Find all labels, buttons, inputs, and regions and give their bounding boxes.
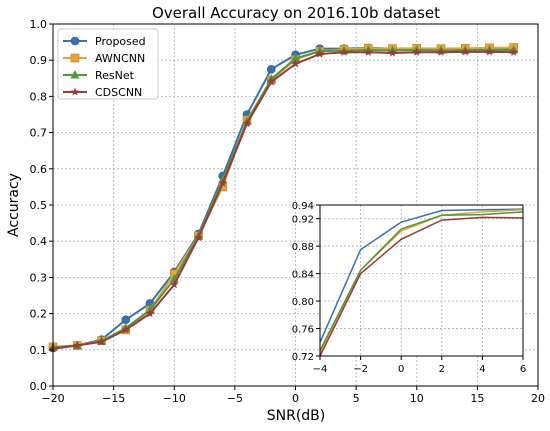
main-y-tick-label: 0.1 bbox=[30, 344, 48, 357]
main-point-cdscnn bbox=[460, 47, 470, 56]
main-y-tick-label: 0.9 bbox=[30, 54, 48, 67]
main-y-tick-label: 0.6 bbox=[30, 163, 48, 176]
inset-series-group bbox=[319, 208, 524, 357]
main-point-cdscnn bbox=[388, 48, 397, 57]
main-point-cdscnn bbox=[339, 47, 349, 56]
main-point-resnet bbox=[291, 53, 300, 62]
main-point-cdscnn bbox=[412, 47, 422, 56]
inset-line-cdscnn bbox=[319, 216, 524, 357]
main-point-cdscnn bbox=[291, 59, 300, 68]
legend-marker-resnet bbox=[70, 70, 80, 79]
y-axis-label: Accuracy bbox=[6, 173, 22, 237]
legend-marker-cdscnn bbox=[70, 87, 80, 96]
inset-y-tick-label: 0.88 bbox=[292, 242, 314, 253]
x-axis-label: SNR(dB) bbox=[267, 408, 326, 424]
main-x-tick-label: −15 bbox=[102, 392, 125, 405]
legend-marker-proposed bbox=[70, 36, 80, 46]
main-x-tick-label: 5 bbox=[353, 392, 360, 405]
inset-x-tick-label: 0 bbox=[398, 364, 404, 375]
main-y-tick-label: 0.3 bbox=[30, 271, 48, 284]
main-point-cdscnn bbox=[169, 280, 179, 289]
main-y-tick-label: 0.0 bbox=[30, 380, 48, 393]
inset-y-tick-label: 0.80 bbox=[292, 297, 314, 308]
main-point-cdscnn bbox=[97, 337, 106, 346]
main-point-cdscnn bbox=[242, 119, 252, 128]
main-point-cdscnn bbox=[485, 47, 494, 56]
inset-x-tick-label: −2 bbox=[353, 364, 368, 375]
main-point-proposed bbox=[121, 315, 131, 325]
inset-background bbox=[320, 205, 523, 356]
main-x-tick-label: 15 bbox=[470, 392, 484, 405]
inset-y-tick-label: 0.72 bbox=[292, 352, 314, 363]
main-point-cdscnn bbox=[72, 340, 82, 350]
main-y-tick-label: 0.8 bbox=[30, 90, 48, 103]
legend-label-awncnn: AWNCNN bbox=[95, 52, 145, 65]
inset-x-tick-label: 4 bbox=[479, 364, 485, 375]
inset-x-tick-label: 6 bbox=[520, 364, 526, 375]
inset-line-resnet bbox=[319, 211, 524, 351]
chart-title: Overall Accuracy on 2016.10b dataset bbox=[152, 4, 440, 22]
main-point-cdscnn bbox=[121, 325, 131, 334]
inset-y-tick-label: 0.94 bbox=[292, 201, 314, 212]
main-x-tick-label: −5 bbox=[227, 392, 243, 405]
legend-label-cdscnn: CDSCNN bbox=[95, 86, 142, 99]
inset-series-resnet bbox=[319, 211, 524, 351]
legend-label-proposed: Proposed bbox=[95, 35, 146, 48]
inset-x-tick-label: 2 bbox=[439, 364, 445, 375]
inset-x-tick-label: −4 bbox=[313, 364, 328, 375]
inset-y-tick-label: 0.84 bbox=[292, 270, 314, 281]
legend: Proposed AWNCNN ResNet CDSCNN bbox=[57, 28, 159, 100]
main-y-tick-label: 0.2 bbox=[30, 308, 48, 321]
inset-line-proposed bbox=[319, 208, 524, 343]
main-point-cdscnn bbox=[218, 178, 228, 187]
main-y-tick-label: 0.5 bbox=[30, 199, 48, 212]
main-point-cdscnn bbox=[266, 77, 276, 86]
inset-series-cdscnn bbox=[319, 216, 524, 357]
inset-y-tick-label: 0.92 bbox=[292, 215, 314, 226]
main-x-tick-label: 0 bbox=[292, 392, 299, 405]
main-x-tick-label: 20 bbox=[531, 392, 545, 405]
legend-box bbox=[57, 28, 159, 100]
main-point-cdscnn bbox=[194, 233, 203, 242]
main-line-cdscnn bbox=[52, 50, 514, 350]
inset-series-proposed bbox=[319, 208, 524, 343]
main-series-group bbox=[48, 43, 519, 353]
main-line-resnet bbox=[52, 49, 514, 349]
inset-plot-frame bbox=[319, 204, 524, 357]
main-x-tick-label: −10 bbox=[163, 392, 186, 405]
inset-y-tick-label: 0.76 bbox=[292, 325, 314, 336]
main-ticks: −20 −15 −10 −5 0 5 10 15 200.00.10.20.30.40.50.6… bbox=[30, 18, 546, 405]
main-y-tick-label: 0.7 bbox=[30, 127, 48, 140]
main-y-tick-label: 1.0 bbox=[30, 18, 48, 31]
inset-ticks: −4 −2 0 2 4 6 0.72 0.76 0.80 0.84 0.88 0.92 0.94 bbox=[292, 201, 526, 375]
main-x-tick-label: −20 bbox=[41, 392, 64, 405]
main-point-cdscnn bbox=[315, 49, 325, 58]
legend-label-resnet: ResNet bbox=[95, 69, 135, 82]
main-x-tick-label: 10 bbox=[410, 392, 424, 405]
legend-marker-awncnn bbox=[70, 53, 80, 63]
main-point-cdscnn bbox=[509, 47, 519, 56]
main-point-cdscnn bbox=[436, 47, 446, 56]
main-point-cdscnn bbox=[145, 309, 155, 318]
main-point-proposed bbox=[266, 64, 276, 74]
main-y-tick-label: 0.4 bbox=[30, 235, 48, 248]
main-point-cdscnn bbox=[363, 47, 373, 56]
